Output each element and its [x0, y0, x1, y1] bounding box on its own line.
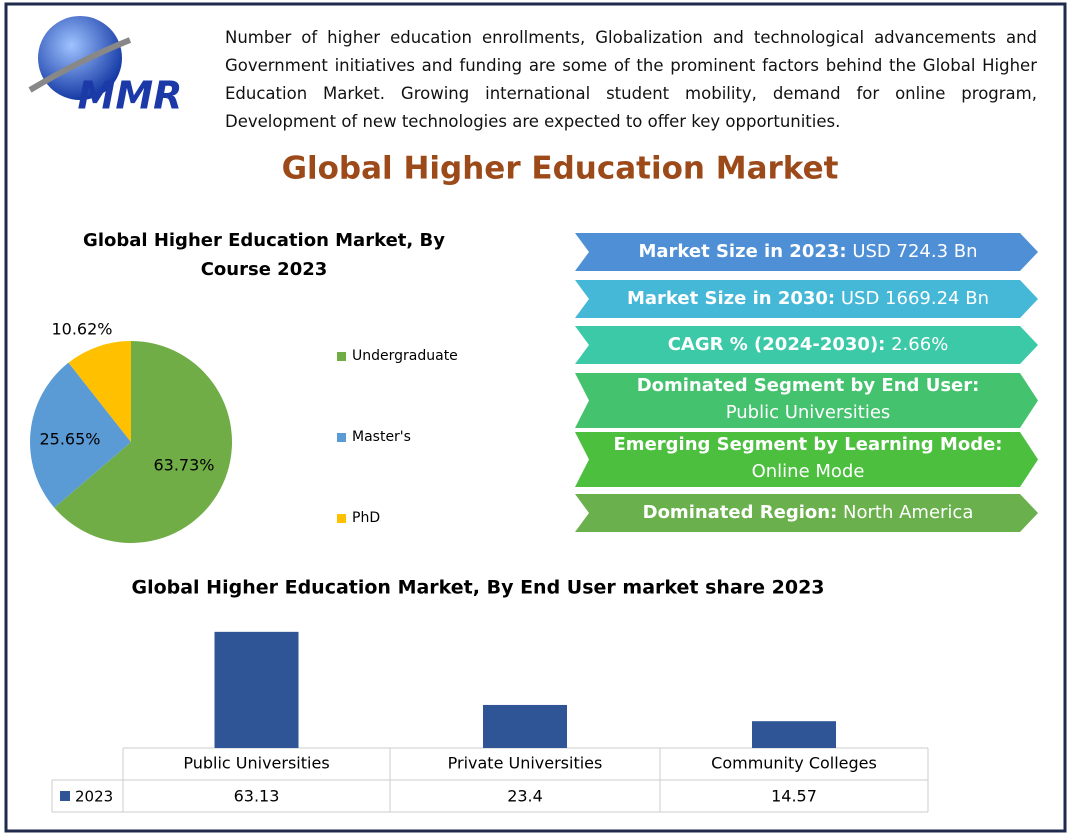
legend-label: Master's	[352, 429, 411, 445]
legend-label: PhD	[352, 510, 380, 526]
frame	[4, 2, 1067, 833]
pie-slice	[54, 341, 233, 543]
pie-slice	[68, 340, 131, 442]
highlight-arrow	[575, 432, 1038, 487]
highlight-label: Emerging Segment by Learning Mode:	[614, 434, 1003, 455]
highlight-value: Online Mode	[752, 461, 865, 482]
highlight-label: Dominated Segment by End User:	[637, 375, 980, 396]
bar	[483, 704, 567, 748]
highlight-arrow	[575, 326, 1038, 364]
category-label: Public Universities	[183, 754, 329, 773]
logo-text: MMR	[78, 74, 183, 118]
highlight-label: Market Size in 2023:	[638, 241, 846, 262]
logo-globe	[38, 16, 122, 100]
highlight-arrow	[575, 280, 1038, 318]
highlight-arrow	[575, 494, 1038, 532]
highlight-arrow	[575, 373, 1038, 428]
table-value: 63.13	[234, 787, 280, 806]
logo-swoosh	[28, 37, 132, 93]
bar	[214, 631, 299, 748]
intro-text: Number of higher education enrollments, …	[225, 28, 1037, 131]
highlight-text: Market Size in 2030: USD 1669.24 Bn	[627, 288, 989, 309]
highlight-text: CAGR % (2024-2030): 2.66%	[668, 334, 949, 355]
highlight-value: Public Universities	[726, 402, 891, 423]
legend-swatch	[337, 514, 346, 523]
legend-swatch	[60, 791, 70, 801]
pie-slice	[30, 362, 131, 508]
series-name: 2023	[75, 788, 113, 806]
highlight-value: 2.66%	[891, 334, 948, 355]
category-label: Community Colleges	[711, 754, 877, 773]
pie-label: 63.73%	[153, 456, 214, 475]
pie-label: 10.62%	[51, 320, 112, 339]
category-label: Private Universities	[448, 754, 603, 773]
legend-swatch	[337, 352, 346, 361]
highlight-value: North America	[843, 502, 973, 523]
highlight-label: CAGR % (2024-2030):	[668, 334, 886, 355]
highlight-text: Market Size in 2023: USD 724.3 Bn	[638, 241, 977, 262]
highlight-text: Dominated Region: North America	[643, 502, 974, 523]
highlight-value: USD 724.3 Bn	[852, 241, 977, 262]
pie-label: 25.65%	[39, 430, 100, 449]
table-value: 14.57	[771, 787, 817, 806]
legend-swatch	[337, 433, 346, 442]
bar-title: Global Higher Education Market, By End U…	[131, 577, 824, 599]
highlight-value: USD 1669.24 Bn	[841, 288, 989, 309]
highlight-label: Market Size in 2030:	[627, 288, 835, 309]
highlight-arrow	[575, 233, 1038, 271]
bar	[752, 721, 836, 748]
table-value: 23.4	[507, 787, 543, 806]
pie-title: Global Higher Education Market, By Course…	[83, 230, 445, 280]
main-title: Global Higher Education Market	[282, 151, 839, 187]
highlight-label: Dominated Region:	[643, 502, 838, 523]
legend-label: Undergraduate	[352, 348, 458, 364]
